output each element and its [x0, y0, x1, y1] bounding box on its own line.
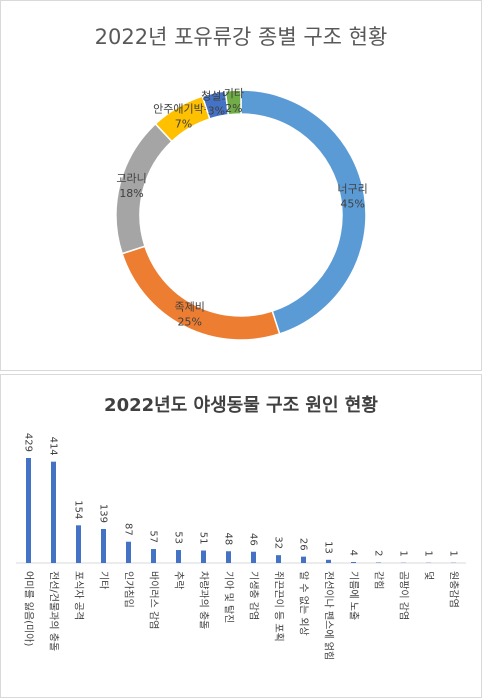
- slice-label: 7%: [175, 118, 192, 131]
- slice-label: 45%: [340, 197, 364, 210]
- value-label: 4: [348, 550, 359, 556]
- x-tick-label: 기아 및 탈진: [223, 571, 236, 623]
- slice-category: 고라니: [116, 172, 146, 185]
- x-tick-label: 인가침입: [123, 571, 136, 608]
- bar: [326, 559, 331, 563]
- slice-label: 3%: [208, 105, 225, 118]
- pie-chart: 2022년 포유류강 종별 구조 현황 너구리 45% 족제비 25% 고라니 18% 안주…: [0, 0, 482, 371]
- x-tick-label: 기생충 감염: [248, 571, 260, 620]
- value-label: 32: [273, 536, 284, 549]
- x-tick-label: 기름에 노출: [348, 571, 360, 620]
- pie-slice: [224, 89, 242, 116]
- x-tick-label: 차량과의 충돌: [198, 571, 210, 629]
- x-tick-label: 곰팡이 감염: [398, 571, 410, 620]
- value-label: 2: [373, 550, 384, 556]
- value-label: 1: [448, 550, 459, 556]
- bar: [151, 549, 156, 563]
- x-tick-label: 추락: [173, 571, 185, 589]
- slice-label: 25%: [177, 316, 201, 329]
- slice-category: 족제비: [175, 301, 205, 314]
- bar: [226, 551, 231, 563]
- bar: [51, 461, 56, 563]
- slice-category: 너구리: [337, 182, 367, 195]
- value-label: 57: [148, 530, 159, 543]
- x-tick-label: 어미를 잃음(미아): [23, 571, 35, 646]
- x-tick-label: 덫: [423, 571, 436, 580]
- slice-category: 기타: [224, 87, 244, 100]
- x-tick-label: 기타: [98, 571, 110, 589]
- chart-title: 2022년도 야생동물 구조 원인 현황: [104, 395, 378, 416]
- slice-category: 안주애기박쥐: [153, 103, 214, 116]
- x-tick-label: 바이러스 감염: [148, 571, 160, 629]
- value-label: 13: [323, 541, 334, 554]
- bar: [276, 555, 281, 563]
- bar: [101, 528, 106, 563]
- value-label: 87: [123, 523, 134, 536]
- value-label: 154: [73, 500, 84, 519]
- slice-category: 청설모: [201, 90, 231, 103]
- value-label: 48: [223, 533, 234, 546]
- x-tick-label: 원충감염: [448, 571, 460, 608]
- slice-label: 2%: [225, 102, 242, 115]
- bar: [251, 551, 256, 563]
- slice-label: 18%: [119, 187, 143, 200]
- value-label: 429: [23, 433, 34, 452]
- x-tick-label: 전선이나 펜스에 얽힘: [323, 571, 335, 660]
- bar-chart: 2022년도 야생동물 구조 원인 현황 429 어미를 잃음(미아) 414 전선/…: [0, 374, 482, 698]
- chart-title: 2022년 포유류강 종별 구조 현황: [95, 25, 388, 49]
- x-tick-label: 갇힘: [373, 571, 385, 589]
- value-label: 1: [423, 550, 434, 556]
- bar: [76, 525, 81, 563]
- bar: [176, 550, 181, 563]
- x-tick-label: 전선/건물과의 충돌: [48, 571, 60, 651]
- value-label: 26: [298, 538, 309, 551]
- value-label: 53: [173, 531, 184, 544]
- bar: [351, 562, 356, 563]
- bar: [26, 458, 31, 563]
- x-tick-label: 쥐끈끈이 등 포획: [273, 571, 285, 642]
- value-label: 414: [48, 437, 59, 456]
- value-label: 1: [398, 550, 409, 556]
- x-tick-label: 포식자 공격: [73, 571, 86, 620]
- value-label: 46: [248, 533, 259, 546]
- bar: [301, 556, 306, 563]
- panel: [0, 374, 482, 698]
- x-tick-label: 알 수 없는 외상: [298, 571, 311, 636]
- panel: [0, 0, 482, 371]
- bar: [126, 541, 131, 563]
- value-label: 51: [198, 532, 209, 545]
- bar: [201, 550, 206, 563]
- value-label: 139: [98, 504, 109, 523]
